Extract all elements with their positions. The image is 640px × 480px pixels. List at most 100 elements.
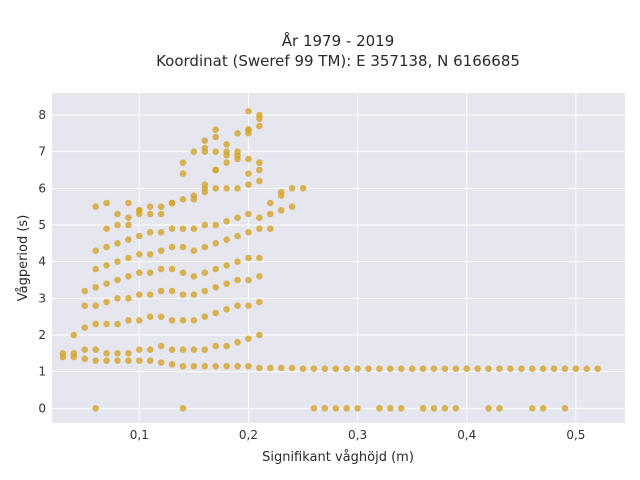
data-point [397,365,405,373]
data-point [125,350,132,357]
data-point [518,365,525,373]
y-tick-label: 1 [38,365,46,379]
data-point [179,243,187,251]
data-point [114,320,121,328]
data-point [190,362,198,370]
x-tick-label: 0,1 [130,428,149,442]
data-point [136,269,143,276]
x-tick-label: 0,4 [457,428,476,442]
data-point [310,365,318,373]
data-point [136,346,143,353]
data-point [114,357,121,364]
data-point [277,364,285,372]
data-point [81,355,89,363]
data-point [201,346,209,353]
data-point [397,405,405,412]
data-point [136,232,143,240]
data-point [114,295,121,302]
data-point [288,364,296,372]
data-point [223,342,230,350]
data-point [146,203,154,210]
data-point [299,365,307,373]
data-point [485,405,492,412]
data-point [157,265,165,273]
data-point [179,159,187,166]
data-point [81,302,89,309]
data-point [201,313,209,320]
data-point [190,247,198,254]
x-tick-label: 0,2 [239,428,258,442]
data-point [103,262,110,269]
data-point [234,276,241,284]
data-point [234,130,241,137]
data-point [92,357,99,364]
data-point [157,287,165,295]
data-point [408,365,416,373]
data-point [310,405,318,412]
data-point [419,405,427,412]
data-point [212,148,220,155]
data-point [103,225,110,232]
data-point [266,199,274,207]
data-point [266,210,274,218]
data-point [201,221,209,229]
data-point [354,405,361,412]
data-point [452,365,460,373]
data-point [190,225,198,232]
data-point [299,185,307,192]
data-point [256,298,263,306]
data-point [179,346,187,353]
x-axis-ticks: 0,1 0,2 0,3 0,4 0,5 [130,428,586,442]
data-points [59,108,602,412]
data-point [234,155,241,163]
data-point [103,350,110,357]
data-point [212,309,220,317]
data-point [190,273,198,280]
data-point [583,365,591,373]
data-point [103,320,110,328]
data-point [92,203,99,210]
data-point [201,185,209,192]
data-point [223,159,230,166]
data-point [114,276,121,284]
data-point [256,111,263,119]
data-point [387,365,394,373]
data-point [321,365,329,373]
data-point [212,362,220,370]
data-point [92,320,99,328]
data-point [114,210,121,218]
data-point [136,207,143,214]
data-point [179,291,187,298]
data-point [452,405,460,412]
data-point [256,225,263,232]
data-point [212,126,220,133]
data-point [190,346,198,353]
data-point [103,199,110,207]
data-point [146,269,154,276]
data-point [234,302,241,309]
data-point [430,405,438,412]
y-tick-label: 6 [38,181,46,195]
data-point [256,159,263,166]
data-point [146,291,154,298]
data-point [201,148,209,155]
data-point [190,317,198,324]
data-point [223,148,230,155]
data-point [245,302,252,309]
y-tick-label: 3 [38,291,46,305]
plot-area [52,93,625,423]
data-point [92,265,99,273]
data-point [234,214,241,221]
data-point [223,185,230,192]
data-point [572,365,580,373]
data-point [114,258,121,265]
data-point [70,331,78,339]
data-point [157,229,165,236]
data-point [463,365,471,373]
data-point [190,148,198,155]
data-point [387,405,394,412]
data-point [212,240,220,247]
data-point [496,365,503,373]
data-point [136,251,143,258]
